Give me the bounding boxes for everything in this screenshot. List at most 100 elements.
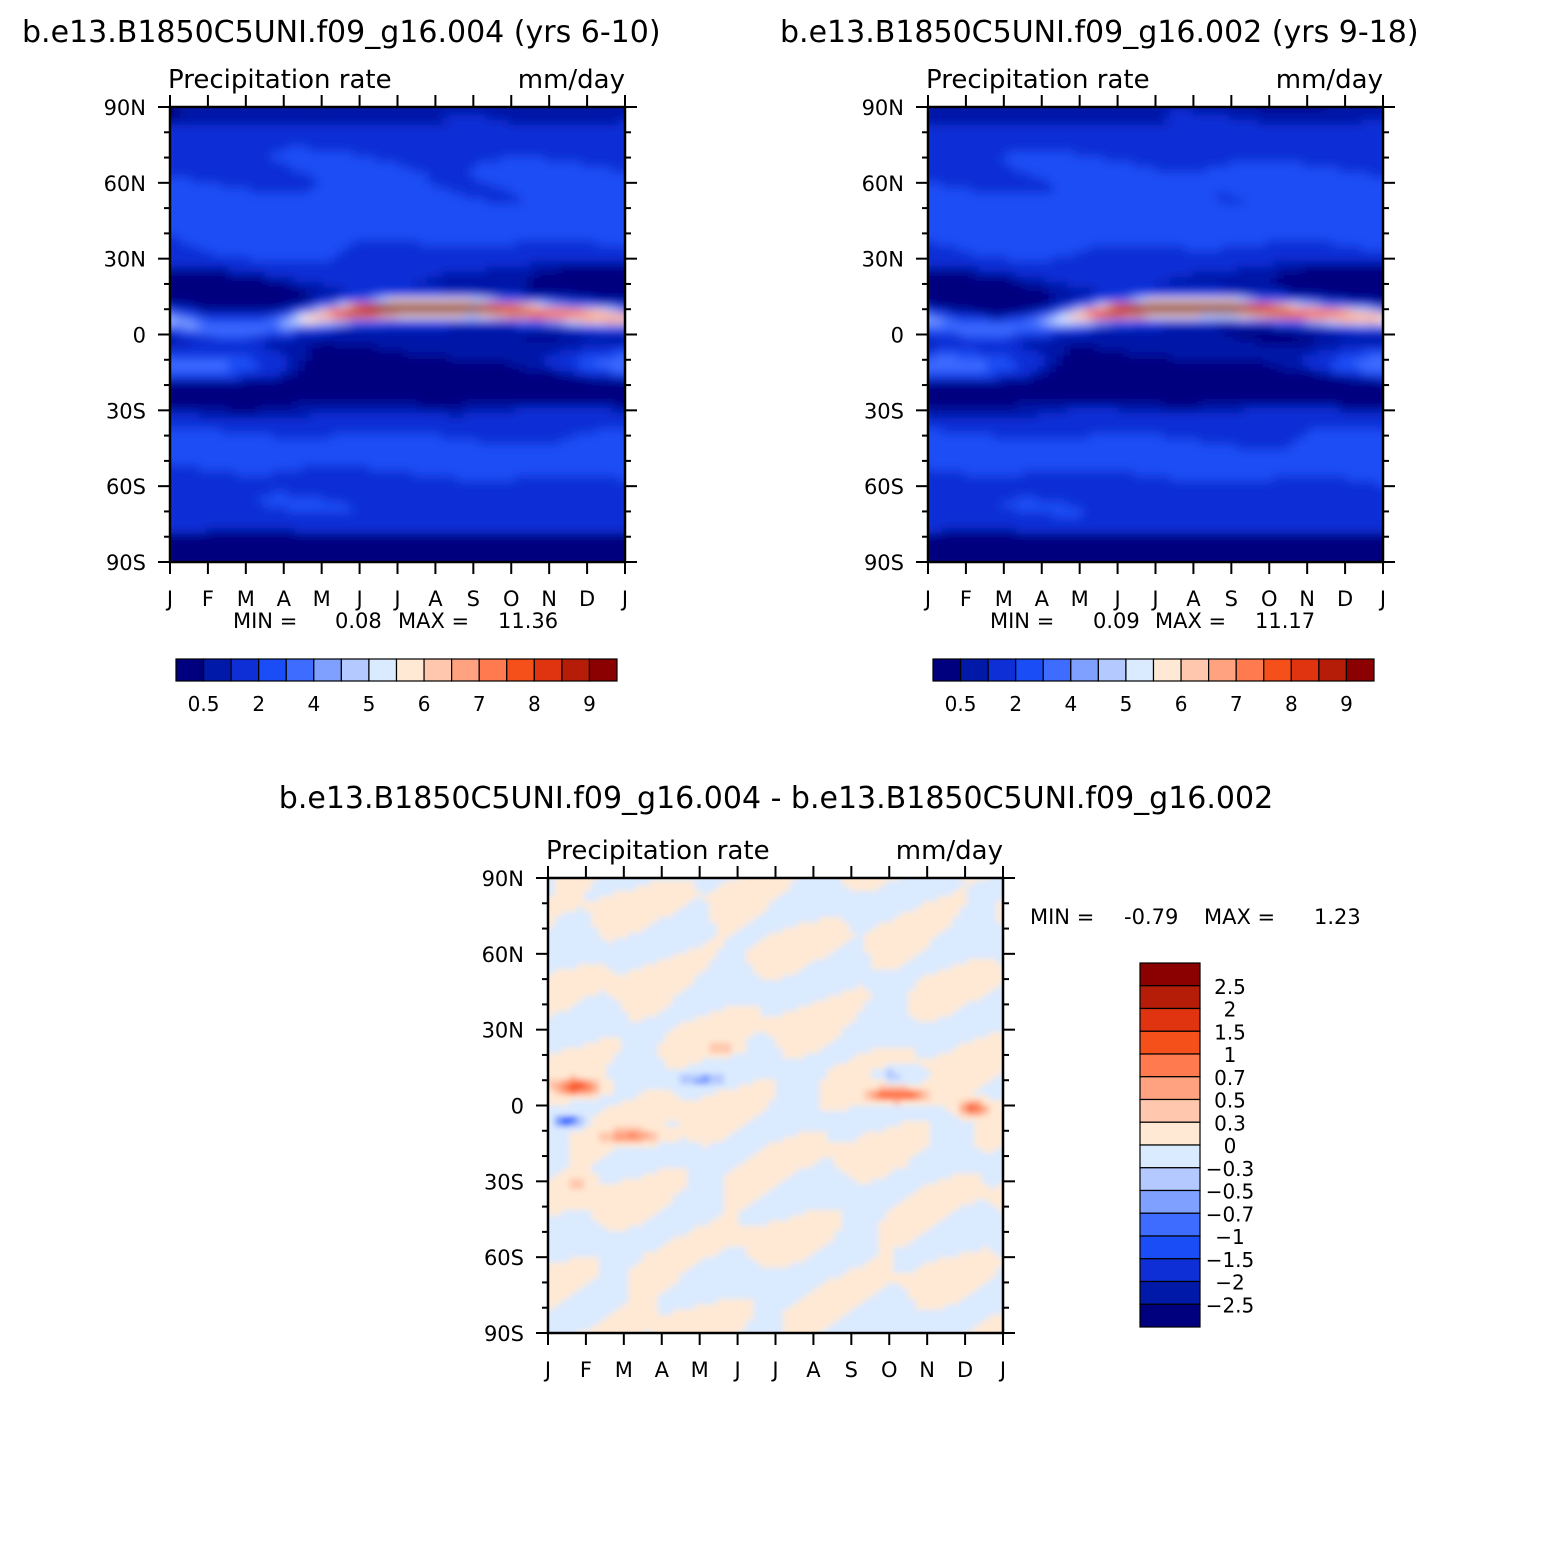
contour-cell [191,235,200,241]
contour-cell [242,224,251,231]
contour-cell [184,481,193,487]
contour-cell [507,386,516,393]
contour-cell [176,439,185,445]
contour-cell [265,418,273,425]
contour-cell [544,371,553,377]
contour-cell [279,444,288,451]
contour-cell [507,135,516,142]
contour-cell [441,151,450,158]
contour-cell [485,491,494,498]
contour-cell [559,433,568,440]
contour-cell [323,182,332,189]
contour-cell [537,371,546,377]
contour-cell [206,428,215,435]
contour-cell [294,397,303,404]
contour-cell [485,460,494,466]
contour-cell [515,146,524,152]
contour-cell [426,481,435,487]
contour-cell [515,203,524,210]
contour-cell [198,214,207,220]
contour-cell [559,271,568,278]
contour-cell [301,119,310,126]
contour-cell [272,444,281,451]
contour-cell [338,146,347,152]
contour-cell [426,324,435,330]
contour-cell [404,402,413,409]
contour-cell [331,423,340,430]
contour-cell [382,250,391,257]
contour-cell [213,470,222,477]
contour-cell [316,339,325,346]
contour-cell [537,496,546,503]
contour-cell [382,344,391,351]
contour-cell [301,444,310,451]
contour-cell [338,161,347,168]
contour-cell [471,198,480,205]
contour-cell [574,256,583,262]
contour-cell [559,355,568,362]
contour-cell [515,392,524,398]
contour-cell [441,107,450,111]
contour-cell [309,433,318,440]
contour-cell [404,339,413,346]
contour-cell [566,439,575,445]
contour-cell [507,109,516,116]
contour-cell [618,371,625,377]
contour-cell [287,360,296,367]
contour-cell [588,460,597,466]
contour-cell [552,423,561,430]
contour-cell [618,433,625,440]
contour-cell [419,287,428,294]
contour-cell [301,235,310,241]
contour-cell [242,376,251,383]
contour-cell [412,256,421,262]
contour-cell [485,208,494,215]
contour-cell [220,114,229,121]
contour-cell [382,486,391,493]
contour-cell [529,276,538,283]
contour-cell [301,486,310,493]
contour-cell [198,245,207,252]
contour-cell [382,418,391,425]
contour-cell [220,329,229,336]
contour-cell [441,109,450,116]
contour-cell [544,224,553,231]
contour-cell [485,245,494,252]
contour-cell [338,172,347,179]
contour-cell [287,397,296,404]
contour-cell [515,235,524,241]
contour-cell [316,250,325,257]
contour-cell [368,402,377,409]
contour-cell [441,125,450,131]
contour-cell [309,428,318,435]
contour-cell [176,229,185,236]
contour-cell [242,496,251,503]
contour-cell [544,282,553,288]
contour-cell [404,182,413,189]
contour-cell [456,119,465,126]
contour-cell [213,292,222,299]
contour-cell [279,208,288,215]
contour-cell [471,99,479,105]
contour-cell [375,308,384,315]
contour-cell [441,439,450,445]
contour-cell [170,355,178,362]
contour-cell [206,470,215,477]
contour-cell [544,454,553,461]
contour-cell [213,151,222,158]
contour-cell [574,481,583,487]
contour-cell [382,119,391,126]
contour-cell [493,439,502,445]
contour-cell [574,360,583,367]
contour-cell [198,161,207,168]
contour-cell [294,161,303,168]
contour-cell [272,193,281,200]
contour-cell [345,266,354,273]
contour-cell [316,297,325,304]
contour-cell [287,297,296,304]
contour-cell [213,308,222,315]
contour-cell [242,187,251,194]
contour-cell [184,318,193,325]
contour-cell [471,418,480,425]
contour-cell [272,423,281,430]
